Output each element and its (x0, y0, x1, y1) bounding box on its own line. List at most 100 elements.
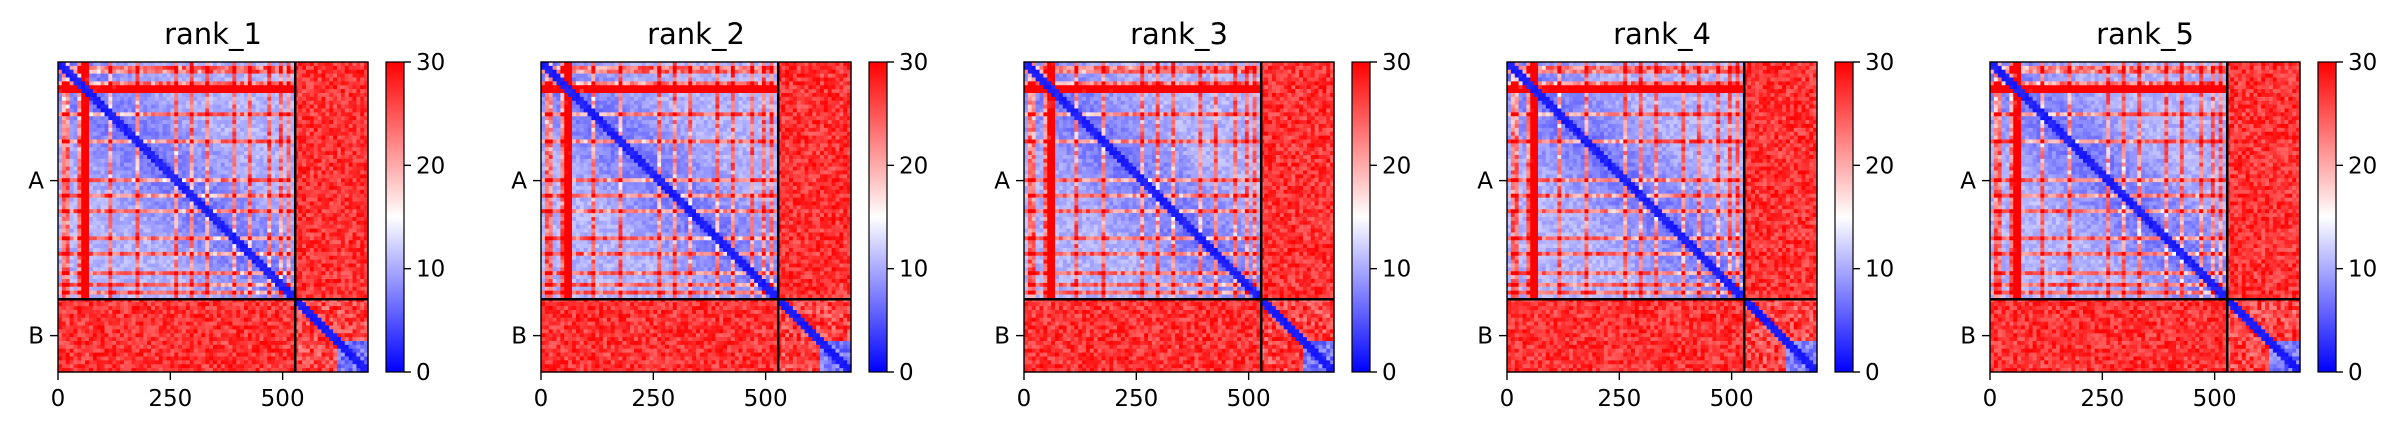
pae-cell (356, 155, 360, 159)
pae-cell (85, 70, 89, 74)
pae-cell (267, 112, 271, 116)
pae-cell (163, 182, 167, 186)
pae-cell (314, 174, 318, 178)
pae-cell (163, 240, 167, 244)
pae-cell (345, 174, 349, 178)
pae-cell (314, 89, 318, 93)
pae-cell (240, 217, 244, 221)
pae-cell (267, 120, 271, 124)
pae-cell (186, 221, 190, 225)
pae-cell (263, 178, 267, 182)
pae-cell (225, 182, 229, 186)
pae-cell (186, 128, 190, 132)
pae-cell (349, 186, 353, 190)
pae-cell (283, 233, 287, 237)
pae-cell (116, 78, 120, 82)
pae-cell (260, 202, 264, 206)
pae-cell (124, 128, 128, 132)
pae-cell (221, 147, 225, 151)
pae-cell (167, 252, 171, 256)
pae-cell (97, 116, 101, 120)
pae-cell (159, 140, 163, 144)
pae-cell (167, 205, 171, 209)
pae-cell (120, 229, 124, 233)
pae-cell (85, 167, 89, 171)
pae-cell (136, 244, 140, 248)
pae-cell (66, 97, 70, 101)
pae-cell (252, 171, 256, 175)
pae-cell (70, 198, 74, 202)
pae-cell (329, 221, 333, 225)
pae-cell (322, 233, 326, 237)
pae-cell (217, 236, 221, 240)
pae-cell (155, 105, 159, 109)
pae-cell (77, 112, 81, 116)
pae-cell (310, 198, 314, 202)
pae-cell (329, 194, 333, 198)
pae-cell (205, 93, 209, 97)
pae-cell (353, 244, 357, 248)
pae-cell (128, 136, 132, 140)
pae-cell (356, 171, 360, 175)
pae-cell (198, 66, 202, 70)
pae-cell (356, 190, 360, 194)
pae-cell (81, 167, 85, 171)
pae-cell (116, 128, 120, 132)
pae-cell (139, 205, 143, 209)
pae-cell (244, 167, 248, 171)
pae-cell (325, 132, 329, 136)
pae-cell (170, 151, 174, 155)
pae-cell (345, 202, 349, 206)
pae-cell (217, 209, 221, 213)
pae-cell (194, 89, 198, 93)
pae-cell (333, 147, 337, 151)
pae-cell (360, 78, 364, 82)
pae-cell (190, 198, 194, 202)
pae-cell (89, 171, 93, 175)
pae-cell (221, 81, 225, 85)
pae-cell (360, 143, 364, 147)
pae-cell (132, 217, 136, 221)
pae-cell (93, 213, 97, 217)
pae-cell (314, 186, 318, 190)
pae-cell (143, 225, 147, 229)
pae-cell (314, 93, 318, 97)
pae-cell (74, 155, 78, 159)
pae-cell (345, 190, 349, 194)
pae-cell (356, 248, 360, 252)
pae-cell (236, 236, 240, 240)
pae-cell (349, 240, 353, 244)
pae-cell (66, 101, 70, 105)
pae-cell (349, 155, 353, 159)
pae-cell (124, 143, 128, 147)
pae-cell (182, 132, 186, 136)
pae-cell (81, 151, 85, 155)
pae-cell (356, 174, 360, 178)
pae-cell (310, 140, 314, 144)
pae-cell (236, 225, 240, 229)
pae-cell (120, 89, 124, 93)
pae-cell (167, 66, 171, 70)
pae-cell (163, 198, 167, 202)
pae-cell (356, 147, 360, 151)
pae-cell (101, 252, 105, 256)
pae-cell (198, 182, 202, 186)
pae-cell (287, 171, 291, 175)
pae-cell (105, 182, 109, 186)
pae-cell (283, 116, 287, 120)
pae-cell (349, 74, 353, 78)
pae-cell (163, 163, 167, 167)
pae-cell (236, 171, 240, 175)
pae-cell (143, 128, 147, 132)
pae-cell (108, 101, 112, 105)
pae-cell (337, 252, 341, 256)
pae-cell (167, 174, 171, 178)
pae-cell (85, 81, 89, 85)
pae-cell (209, 209, 213, 213)
pae-cell (116, 244, 120, 248)
pae-cell (62, 159, 66, 163)
pae-cell (263, 236, 267, 240)
pae-cell (267, 171, 271, 175)
pae-cell (252, 159, 256, 163)
pae-cell (217, 70, 221, 74)
